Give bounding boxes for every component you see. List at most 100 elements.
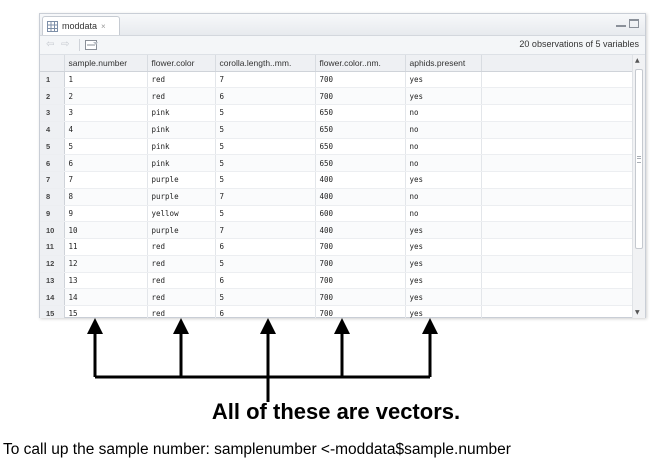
table-row[interactable]: 7 7 purple 5 400 yes (40, 171, 634, 189)
table-cell[interactable]: red (147, 305, 216, 318)
table-row[interactable]: 10 10 purple 7 400 yes (40, 221, 634, 239)
table-cell[interactable]: yes (405, 87, 482, 105)
table-cell[interactable]: 6 (215, 272, 316, 290)
table-cell[interactable]: 5 (215, 104, 316, 122)
table-cell[interactable]: no (405, 154, 482, 172)
table-cell[interactable]: 400 (315, 188, 406, 206)
table-cell[interactable]: pink (147, 138, 216, 156)
table-cell[interactable]: 1 (64, 71, 148, 89)
table-cell[interactable]: 650 (315, 104, 406, 122)
table-cell[interactable]: 10 (64, 221, 148, 239)
table-cell[interactable]: no (405, 205, 482, 223)
table-row[interactable]: 12 12 red 5 700 yes (40, 255, 634, 273)
maximize-icon[interactable] (629, 19, 639, 28)
table-cell[interactable]: 5 (215, 138, 316, 156)
table-cell[interactable]: 650 (315, 138, 406, 156)
table-cell[interactable]: no (405, 138, 482, 156)
table-cell[interactable]: 650 (315, 154, 406, 172)
table-row[interactable]: 2 2 red 6 700 yes (40, 87, 634, 105)
table-cell[interactable]: purple (147, 171, 216, 189)
table-row[interactable]: 4 4 pink 5 650 no (40, 121, 634, 139)
table-cell[interactable]: 700 (315, 71, 406, 89)
table-cell[interactable]: 400 (315, 171, 406, 189)
table-cell[interactable]: yes (405, 305, 482, 318)
table-cell[interactable]: no (405, 121, 482, 139)
table-cell[interactable]: red (147, 238, 216, 256)
close-icon[interactable]: × (101, 21, 106, 31)
table-cell[interactable]: pink (147, 104, 216, 122)
table-cell[interactable]: red (147, 288, 216, 306)
table-cell[interactable]: 5 (215, 205, 316, 223)
table-cell[interactable]: yes (405, 71, 482, 89)
table-row[interactable]: 9 9 yellow 5 600 no (40, 205, 634, 223)
table-cell[interactable]: no (405, 104, 482, 122)
table-cell[interactable]: 700 (315, 87, 406, 105)
table-cell[interactable]: 700 (315, 305, 406, 318)
table-cell[interactable]: 3 (64, 104, 148, 122)
table-cell[interactable]: 11 (64, 238, 148, 256)
table-row[interactable]: 5 5 pink 5 650 no (40, 138, 634, 156)
table-cell[interactable]: 2 (64, 87, 148, 105)
scroll-up-icon[interactable]: ▲ (635, 57, 640, 64)
table-cell[interactable]: red (147, 255, 216, 273)
table-cell[interactable]: 15 (64, 305, 148, 318)
back-arrow-icon[interactable]: ⇦ (46, 39, 55, 50)
table-cell[interactable]: 6 (215, 238, 316, 256)
table-cell[interactable]: pink (147, 121, 216, 139)
table-cell[interactable]: 700 (315, 238, 406, 256)
table-cell[interactable]: 7 (215, 221, 316, 239)
table-cell[interactable]: purple (147, 221, 216, 239)
table-cell[interactable]: 650 (315, 121, 406, 139)
column-header[interactable]: flower.color (147, 55, 216, 72)
table-cell[interactable]: 7 (215, 71, 316, 89)
table-cell[interactable]: red (147, 71, 216, 89)
table-row[interactable]: 15 15 red 6 700 yes (40, 305, 634, 318)
table-cell[interactable]: yellow (147, 205, 216, 223)
scroll-thumb[interactable] (635, 69, 643, 249)
minimize-icon[interactable] (616, 19, 626, 27)
table-cell[interactable]: 400 (315, 221, 406, 239)
table-row[interactable]: 13 13 red 6 700 yes (40, 272, 634, 290)
filter-icon[interactable] (85, 39, 99, 51)
table-cell[interactable]: purple (147, 188, 216, 206)
table-row[interactable]: 11 11 red 6 700 yes (40, 238, 634, 256)
table-row[interactable]: 8 8 purple 7 400 no (40, 188, 634, 206)
table-cell[interactable]: 700 (315, 288, 406, 306)
table-cell[interactable]: 5 (215, 255, 316, 273)
table-row[interactable]: 1 1 red 7 700 yes (40, 71, 634, 89)
table-cell[interactable]: 5 (215, 154, 316, 172)
table-row[interactable]: 14 14 red 5 700 yes (40, 288, 634, 306)
table-cell[interactable]: 9 (64, 205, 148, 223)
table-cell[interactable]: 4 (64, 121, 148, 139)
table-cell[interactable]: yes (405, 171, 482, 189)
table-cell[interactable]: 6 (215, 87, 316, 105)
table-cell[interactable]: pink (147, 154, 216, 172)
table-cell[interactable]: 7 (215, 188, 316, 206)
table-cell[interactable]: 13 (64, 272, 148, 290)
table-cell[interactable]: yes (405, 221, 482, 239)
table-row[interactable]: 3 3 pink 5 650 no (40, 104, 634, 122)
table-cell[interactable]: 700 (315, 255, 406, 273)
table-cell[interactable]: 7 (64, 171, 148, 189)
table-cell[interactable]: 5 (215, 171, 316, 189)
forward-arrow-icon[interactable]: ⇨ (61, 39, 70, 50)
table-cell[interactable]: 5 (215, 288, 316, 306)
tab-moddata[interactable]: moddata × (42, 16, 120, 35)
table-cell[interactable]: yes (405, 272, 482, 290)
table-cell[interactable]: 5 (215, 121, 316, 139)
table-cell[interactable]: 6 (64, 154, 148, 172)
column-header[interactable]: flower.color..nm. (315, 55, 406, 72)
table-cell[interactable]: red (147, 87, 216, 105)
scroll-down-icon[interactable]: ▼ (635, 309, 640, 316)
table-cell[interactable]: yes (405, 238, 482, 256)
column-header[interactable]: corolla.length..mm. (215, 55, 316, 72)
table-cell[interactable]: 12 (64, 255, 148, 273)
column-header[interactable]: sample.number (64, 55, 148, 72)
table-cell[interactable]: 5 (64, 138, 148, 156)
table-cell[interactable]: yes (405, 288, 482, 306)
table-cell[interactable]: 8 (64, 188, 148, 206)
vertical-scrollbar[interactable]: ▲ ▼ (632, 55, 645, 318)
table-cell[interactable]: 600 (315, 205, 406, 223)
table-cell[interactable]: yes (405, 255, 482, 273)
table-row[interactable]: 6 6 pink 5 650 no (40, 154, 634, 172)
